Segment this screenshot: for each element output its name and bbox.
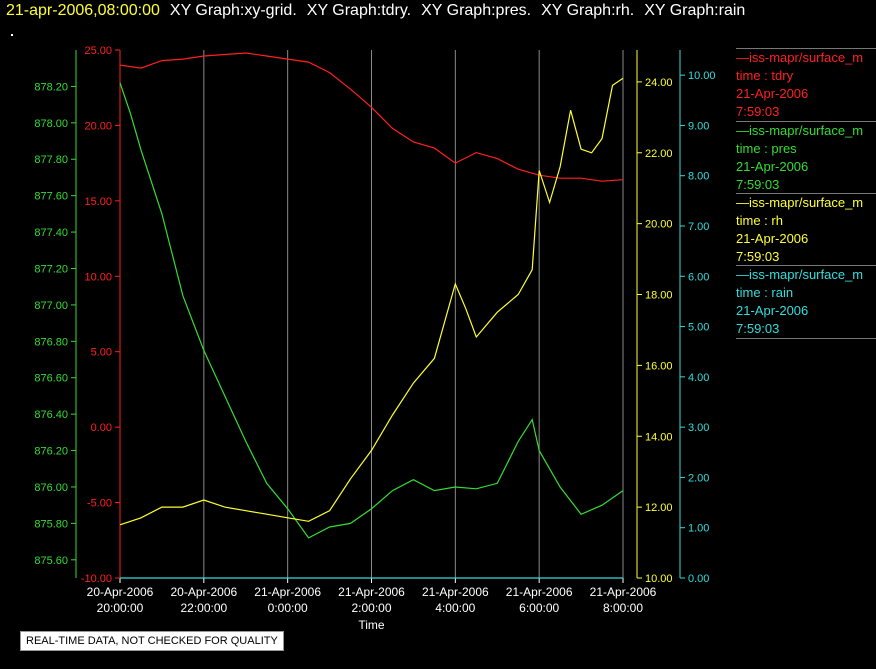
legend-date: 21-Apr-2006 [736, 159, 809, 174]
pres-tick-label: 877.20 [34, 263, 68, 275]
rain-tick-label: 4.00 [688, 372, 709, 384]
graph-title-4: XY Graph:rh. [541, 2, 635, 19]
legend-tdry: —iss-mapr/surface_m time : tdry 21-Apr-2… [736, 48, 876, 121]
chart-header: 21-apr-2006,08:00:00 XY Graph:xy-grid. XY … [6, 2, 745, 20]
x-tick-label-date: 21-Apr-2006 [590, 585, 657, 599]
pres-tick-label: 877.60 [34, 191, 68, 203]
pres-tick-label: 878.20 [34, 81, 68, 93]
rain-tick-label: 5.00 [688, 322, 709, 334]
x-tick-label-time: 0:00:00 [268, 601, 308, 615]
legend-separator [736, 48, 876, 49]
pres-tick-label: 877.00 [34, 300, 68, 312]
tdry-tick-label: 5.00 [91, 347, 112, 359]
legend-separator [736, 338, 876, 339]
x-tick-label-time: 8:00:00 [603, 601, 643, 615]
quality-notice: REAL-TIME DATA, NOT CHECKED FOR QUALITY [20, 631, 284, 651]
rh-tick-label: 20.00 [645, 219, 673, 231]
pres-tick-label: 875.60 [34, 555, 68, 567]
tdry-tick-label: 15.00 [84, 196, 112, 208]
tdry-tick-label: 25.00 [84, 45, 112, 57]
series-line-rh [119, 77, 624, 526]
legend-date: 21-Apr-2006 [736, 303, 809, 318]
rain-tick-label: 2.00 [688, 472, 709, 484]
x-tick-label-date: 21-Apr-2006 [506, 585, 573, 599]
rh-tick-label: 24.00 [645, 77, 673, 89]
legend-variable: time : pres [736, 141, 797, 156]
legend-name: —iss-mapr/surface_m [736, 123, 864, 138]
legend-separator [736, 121, 876, 122]
x-tick-label-time: 4:00:00 [435, 601, 475, 615]
legend-variable: time : rh [736, 213, 783, 228]
x-tick-label-date: 21-Apr-2006 [338, 585, 405, 599]
graph-title-5: XY Graph:rain [644, 2, 746, 19]
pres-tick-label: 878.00 [34, 118, 68, 130]
legend-variable: time : rain [736, 285, 794, 300]
marker-dot [11, 34, 13, 36]
rh-tick-label: 22.00 [645, 148, 673, 160]
legend-time: 7:59:03 [736, 249, 780, 264]
legend-rh: —iss-mapr/surface_m time : rh 21-Apr-200… [736, 193, 876, 266]
legend-time: 7:59:03 [736, 321, 780, 336]
legend-separator [736, 265, 876, 266]
rh-tick-label: 12.00 [645, 502, 673, 514]
legend-name: —iss-mapr/surface_m [736, 50, 864, 65]
x-tick-label-date: 20-Apr-2006 [87, 585, 154, 599]
rain-tick-label: 0.00 [688, 573, 709, 585]
x-axis-title: Time [358, 618, 385, 632]
pres-tick-label: 876.60 [34, 373, 68, 385]
legend-date: 21-Apr-2006 [736, 86, 809, 101]
legend-time: 7:59:03 [736, 104, 780, 119]
x-tick-label-date: 21-Apr-2006 [422, 585, 489, 599]
legend-date: 21-Apr-2006 [736, 231, 809, 246]
x-tick-label-date: 21-Apr-2006 [254, 585, 321, 599]
legend-time: 7:59:03 [736, 177, 780, 192]
x-tick-label-time: 22:00:00 [180, 601, 227, 615]
rain-tick-label: 10.00 [688, 70, 716, 82]
pres-tick-label: 876.20 [34, 446, 68, 458]
series-line-pres [119, 82, 624, 539]
x-tick-label-time: 20:00:00 [97, 601, 144, 615]
pres-tick-label: 876.80 [34, 336, 68, 348]
rain-tick-label: 9.00 [688, 120, 709, 132]
tdry-tick-label: 0.00 [91, 422, 112, 434]
rh-tick-label: 16.00 [645, 360, 673, 372]
pres-tick-label: 876.00 [34, 482, 68, 494]
graph-title-1: XY Graph:xy-grid. [169, 2, 297, 19]
x-tick-label-date: 20-Apr-2006 [170, 585, 237, 599]
rain-tick-label: 1.00 [688, 523, 709, 535]
rain-tick-label: 3.00 [688, 422, 709, 434]
rain-tick-label: 6.00 [688, 271, 709, 283]
x-tick-label-time: 2:00:00 [351, 601, 391, 615]
pres-tick-label: 875.80 [34, 518, 68, 530]
legend-name: —iss-mapr/surface_m [736, 195, 864, 210]
rain-tick-label: 7.00 [688, 221, 709, 233]
tdry-tick-label: -5.00 [87, 498, 112, 510]
graph-title-2: XY Graph:tdry. [306, 2, 412, 19]
legend-rain: —iss-mapr/surface_m time : rain 21-Apr-2… [736, 265, 876, 339]
graph-title-3: XY Graph:pres. [421, 2, 532, 19]
legend-variable: time : tdry [736, 68, 794, 83]
rain-tick-label: 8.00 [688, 171, 709, 183]
rh-tick-label: 18.00 [645, 290, 673, 302]
pres-tick-label: 877.40 [34, 227, 68, 239]
tdry-tick-label: -10.00 [81, 573, 112, 585]
rh-tick-label: 14.00 [645, 431, 673, 443]
x-tick-label-time: 6:00:00 [519, 601, 559, 615]
legend-name: —iss-mapr/surface_m [736, 267, 864, 282]
legend-pres: —iss-mapr/surface_m time : pres 21-Apr-2… [736, 121, 876, 194]
tdry-tick-label: 20.00 [84, 120, 112, 132]
tdry-tick-label: 10.00 [84, 271, 112, 283]
legend-separator [736, 193, 876, 194]
timestamp: 21-apr-2006,08:00:00 [6, 2, 160, 19]
pres-tick-label: 877.80 [34, 154, 68, 166]
rh-tick-label: 10.00 [645, 573, 673, 585]
pres-tick-label: 876.40 [34, 409, 68, 421]
